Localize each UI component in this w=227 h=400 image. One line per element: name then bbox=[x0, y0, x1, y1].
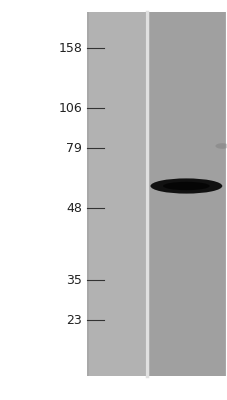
Ellipse shape bbox=[162, 182, 209, 190]
FancyBboxPatch shape bbox=[149, 12, 224, 376]
FancyBboxPatch shape bbox=[89, 12, 144, 376]
Text: 48: 48 bbox=[66, 202, 82, 214]
Text: 106: 106 bbox=[58, 102, 82, 114]
Text: 158: 158 bbox=[58, 42, 82, 54]
Text: 23: 23 bbox=[66, 314, 82, 326]
Text: 79: 79 bbox=[66, 142, 82, 154]
Text: 35: 35 bbox=[66, 274, 82, 286]
Ellipse shape bbox=[215, 143, 227, 149]
Ellipse shape bbox=[150, 178, 221, 194]
FancyBboxPatch shape bbox=[86, 12, 225, 376]
